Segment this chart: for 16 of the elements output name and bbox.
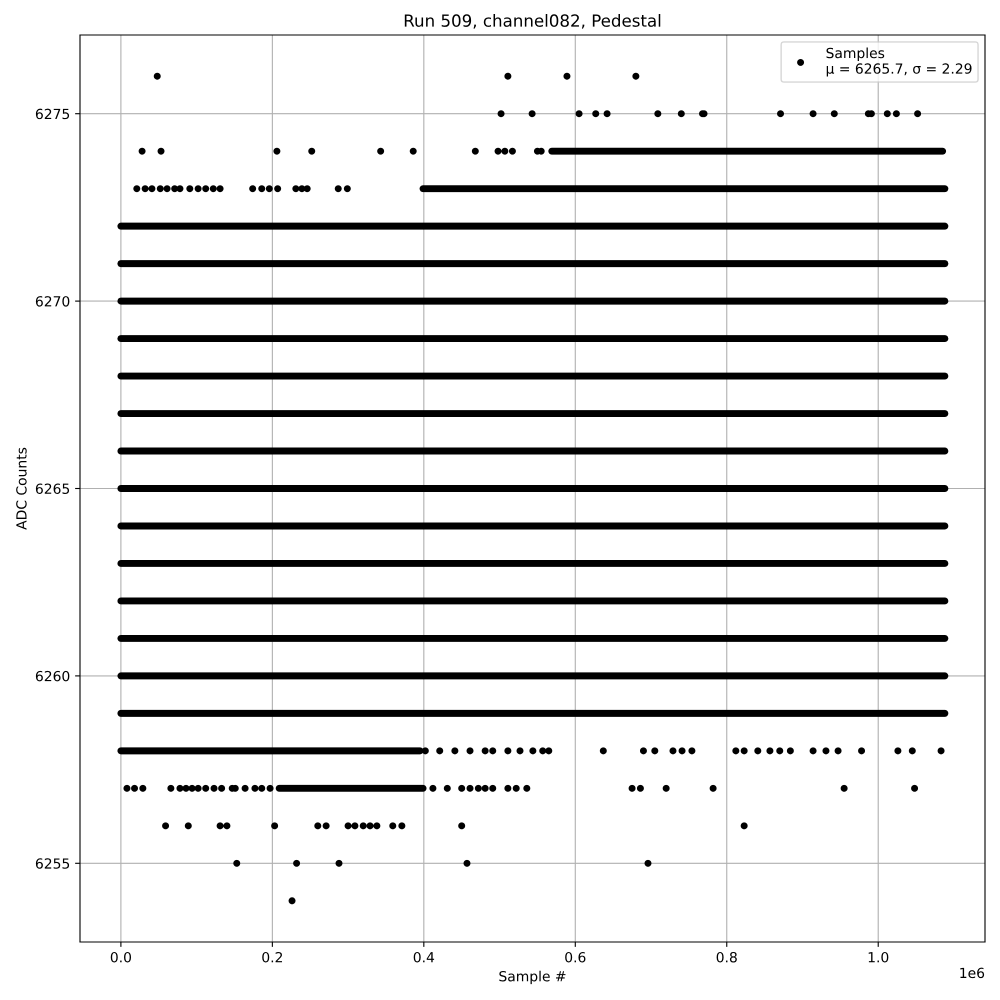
y-tick-label: 6265 <box>36 483 70 494</box>
x-axis-title: Sample # <box>499 970 566 984</box>
y-axis-title: ADC Counts <box>16 448 27 530</box>
y-tick-label: 6260 <box>36 670 70 682</box>
legend-label: Samples μ = 6265.7, σ = 2.29 <box>826 48 972 76</box>
x-tick-label: 0.6 <box>565 952 586 962</box>
x-tick-label: 0.2 <box>262 952 282 962</box>
x-tick-label: 0.8 <box>716 952 737 962</box>
x-tick-label: 0.0 <box>110 952 132 962</box>
x-tick-label: 0.4 <box>414 952 434 962</box>
y-tick-label: 6255 <box>36 858 70 869</box>
text: 1e6 <box>960 968 984 978</box>
chart-title: Run 509, channel082, Pedestal <box>404 14 660 29</box>
x-tick-label: 1.0 <box>868 952 888 962</box>
y-tick-label: 6270 <box>36 296 70 307</box>
y-tick-label: 6275 <box>36 108 70 120</box>
